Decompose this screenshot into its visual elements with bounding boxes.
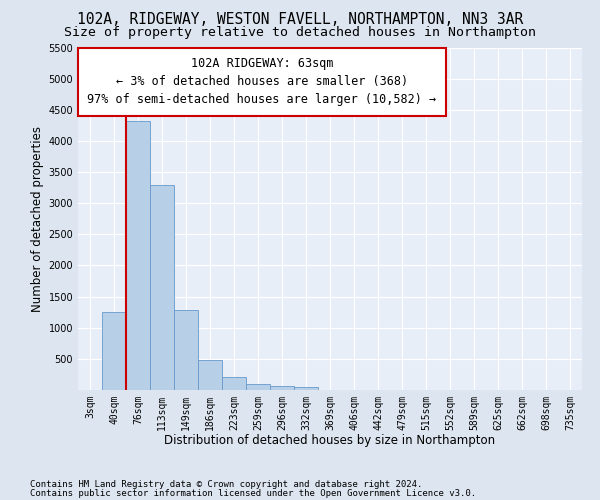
- Bar: [198, 360, 222, 390]
- Text: Contains HM Land Registry data © Crown copyright and database right 2024.: Contains HM Land Registry data © Crown c…: [30, 480, 422, 489]
- Text: 102A RIDGEWAY: 63sqm
← 3% of detached houses are smaller (368)
97% of semi-detac: 102A RIDGEWAY: 63sqm ← 3% of detached ho…: [88, 57, 437, 106]
- X-axis label: Distribution of detached houses by size in Northampton: Distribution of detached houses by size …: [164, 434, 496, 448]
- Bar: [294, 387, 318, 390]
- Bar: [270, 386, 294, 390]
- Text: Size of property relative to detached houses in Northampton: Size of property relative to detached ho…: [64, 26, 536, 39]
- Text: 102A, RIDGEWAY, WESTON FAVELL, NORTHAMPTON, NN3 3AR: 102A, RIDGEWAY, WESTON FAVELL, NORTHAMPT…: [77, 12, 523, 28]
- Y-axis label: Number of detached properties: Number of detached properties: [31, 126, 44, 312]
- Bar: [150, 184, 174, 390]
- FancyBboxPatch shape: [78, 48, 446, 116]
- Bar: [246, 384, 270, 390]
- Bar: [102, 312, 126, 390]
- Text: Contains public sector information licensed under the Open Government Licence v3: Contains public sector information licen…: [30, 490, 476, 498]
- Bar: [174, 310, 198, 390]
- Bar: [126, 121, 150, 390]
- Bar: [222, 377, 246, 390]
